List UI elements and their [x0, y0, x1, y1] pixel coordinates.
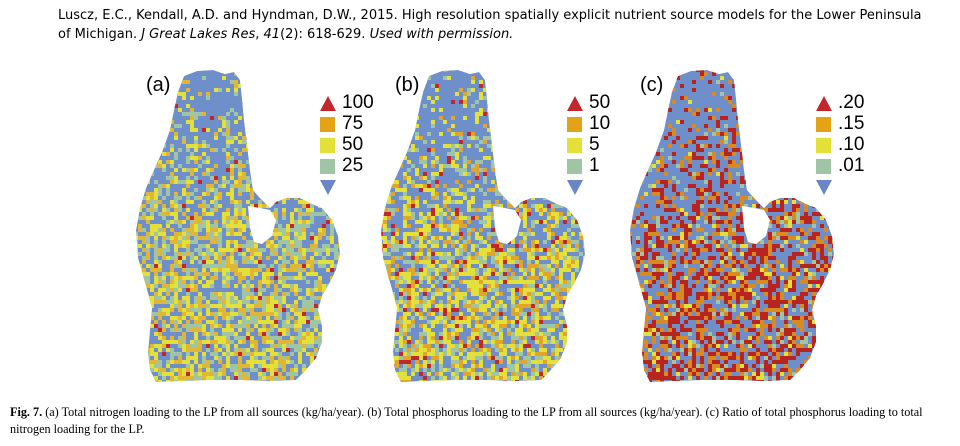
legend-b-swatch-2 [567, 117, 582, 132]
legend-c-swatch-2 [816, 117, 831, 132]
legend-a-swatch-2 [320, 117, 335, 132]
legend-a-swatch-3 [320, 138, 335, 153]
map-raster [136, 70, 340, 382]
legend-a-label-4: 25 [342, 155, 364, 176]
map-raster [630, 70, 834, 382]
map-raster [381, 70, 585, 382]
legend-c-label-2: .15 [838, 113, 865, 134]
legend-c-label-4: .01 [838, 155, 865, 176]
legend-b-high-triangle [567, 96, 583, 111]
figure-caption: Fig. 7. (a) Total nitrogen loading to th… [10, 404, 950, 438]
caption-text: (a) Total nitrogen loading to the LP fro… [10, 405, 923, 436]
panel-c: (c) .20 .15 .10 .01 [594, 58, 894, 398]
citation-journal: J Great Lakes Res [141, 27, 256, 42]
legend-b-label-1: 50 [589, 92, 611, 113]
map-p-to-n-ratio [630, 70, 834, 382]
citation: Luscz, E.C., Kendall, A.D. and Hyndman, … [58, 6, 938, 44]
legend-a-swatch-4 [320, 159, 335, 174]
legend-c-low-triangle [816, 180, 832, 195]
legend-b-swatch-3 [567, 138, 582, 153]
legend-a-label-1: 100 [342, 92, 374, 113]
panel-b: (b) 50 10 5 1 [345, 58, 645, 398]
saginaw-bay [493, 206, 521, 244]
legend-a-label-2: 75 [342, 113, 364, 134]
panel-a: (a) 100 75 50 25 [100, 58, 400, 398]
panel-c-label: (c) [640, 74, 664, 96]
panel-a-label: (a) [146, 74, 171, 96]
legend-a-label-3: 50 [342, 134, 364, 155]
citation-line2: of Michigan. [58, 27, 142, 42]
legend-a: 100 75 50 25 [320, 92, 400, 204]
legend-b-label-2: 10 [589, 113, 611, 134]
map-figure: (a) 100 75 50 25 (b) 50 10 5 1 (c) .20 .… [0, 58, 960, 398]
legend-c-high-triangle [816, 96, 832, 111]
legend-c-swatch-4 [816, 159, 831, 174]
legend-c-label-1: .20 [838, 92, 865, 113]
legend-b-label-3: 5 [589, 134, 600, 155]
legend-b: 50 10 5 1 [567, 92, 647, 204]
citation-authors: Luscz, E.C., Kendall, A.D. and Hyndman, … [58, 8, 922, 23]
saginaw-bay [742, 206, 770, 244]
legend-b-low-triangle [567, 180, 583, 195]
legend-b-swatch-4 [567, 159, 582, 174]
caption-figure-number: Fig. 7. [10, 405, 43, 419]
legend-c: .20 .15 .10 .01 [816, 92, 896, 204]
legend-b-label-4: 1 [589, 155, 600, 176]
citation-vol-sep: , [255, 27, 264, 42]
saginaw-bay [248, 206, 276, 244]
panel-b-label: (b) [395, 74, 420, 96]
citation-volume: 41 [263, 27, 281, 42]
legend-c-swatch-3 [816, 138, 831, 153]
citation-issue-pages: (2): 618-629. [280, 27, 370, 42]
map-phosphorus-loading [381, 70, 585, 382]
map-nitrogen-loading [136, 70, 340, 382]
citation-permission: Used with permission. [369, 27, 514, 42]
legend-a-low-triangle [320, 180, 336, 195]
legend-c-label-3: .10 [838, 134, 865, 155]
legend-a-high-triangle [320, 96, 336, 111]
